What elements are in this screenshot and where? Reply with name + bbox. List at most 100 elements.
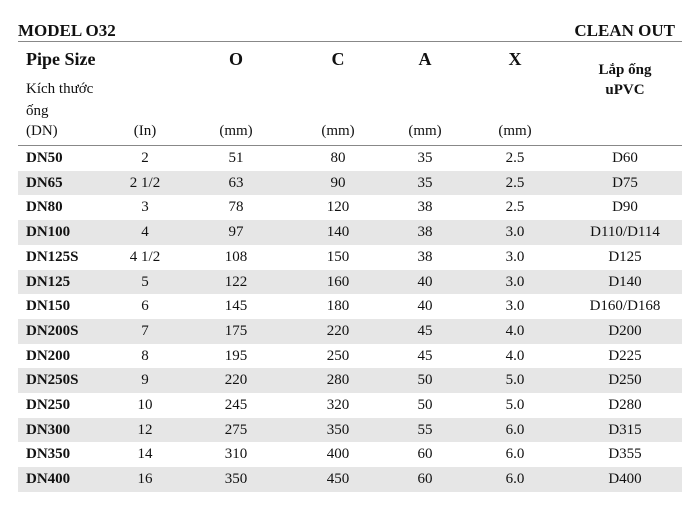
table-cell: 140 <box>326 224 350 241</box>
table-cell: D90 <box>612 199 638 216</box>
unit-label: (DN) <box>26 123 58 139</box>
table-cell: 50 <box>417 372 433 389</box>
table-row: DN200S 7 175 220 45 4.0 D200 <box>18 318 682 344</box>
table-cell: 7 <box>141 322 149 339</box>
table-cell: 16 <box>137 471 153 488</box>
table-cell: 38 <box>417 199 433 216</box>
table-row: DN250S 9 220 280 50 5.0 D250 <box>18 368 682 393</box>
table-row: DN150 6 145 180 40 3.0 D160/D168 <box>18 294 682 319</box>
table-cell: 320 <box>326 397 350 413</box>
table-cell: 3.0 <box>505 273 525 290</box>
table-cell: 108 <box>224 248 248 265</box>
table-cell: 450 <box>326 471 350 488</box>
table-cell: 4 1/2 <box>129 248 161 265</box>
row-label: DN200 <box>26 347 71 364</box>
table-cell: 6.0 <box>505 446 525 463</box>
table-cell: 280 <box>326 372 350 389</box>
table-cell: 35 <box>417 150 433 166</box>
table-cell: 38 <box>417 224 433 241</box>
table-cell: 145 <box>224 298 248 315</box>
table-cell: 122 <box>224 273 248 290</box>
table-row: DN300 12 275 350 55 6.0 D315 <box>18 417 682 443</box>
table-cell: D315 <box>608 421 642 438</box>
row-label: DN50 <box>26 150 63 166</box>
table-cell: 5.0 <box>505 372 525 389</box>
table-cell: 350 <box>224 471 248 488</box>
unit-label: (mm) <box>498 123 532 139</box>
unit-label: (mm) <box>408 123 442 139</box>
table-cell: 6.0 <box>505 421 525 438</box>
table-cell: 2.5 <box>505 199 525 216</box>
table-cell: 45 <box>417 322 433 339</box>
table-cell: 63 <box>228 174 244 191</box>
column-header: A <box>418 49 432 69</box>
table-cell: 10 <box>137 397 153 413</box>
column-header: X <box>508 49 522 69</box>
table-row: DN80 3 78 120 38 2.5 D90 <box>18 195 682 221</box>
row-label: DN125S <box>26 248 79 265</box>
table-cell: 4 <box>141 224 149 241</box>
table-cell: D75 <box>612 174 638 191</box>
row-label: DN65 <box>26 174 63 191</box>
row-label: DN80 <box>26 199 63 216</box>
table-cell: 310 <box>224 446 248 463</box>
table-row: DN50 2 51 80 35 2.5 D60 <box>18 146 682 171</box>
unit-label: (mm) <box>321 123 355 139</box>
table-cell: 60 <box>417 446 433 463</box>
product-title: CLEAN OUT <box>574 21 675 40</box>
table-cell: 78 <box>228 199 244 216</box>
model-title: MODEL O32 <box>18 21 116 40</box>
row-label: DN250 <box>26 397 71 413</box>
table-cell: 3.0 <box>505 224 525 241</box>
table-cell: 2.5 <box>505 150 525 166</box>
table-cell: D125 <box>608 248 642 265</box>
table-cell: 220 <box>326 322 350 339</box>
table-row: DN400 16 350 450 60 6.0 D400 <box>18 467 682 492</box>
row-label: DN150 <box>26 298 71 315</box>
table-cell: 160 <box>326 273 350 290</box>
table-cell: 220 <box>224 372 248 389</box>
unit-label: (In) <box>133 123 157 139</box>
table-cell: 3 <box>141 199 149 216</box>
table-cell: 195 <box>224 347 248 364</box>
table-cell: D280 <box>608 397 642 413</box>
table-cell: 51 <box>228 150 244 166</box>
table-cell: 175 <box>224 322 248 339</box>
table-cell: 120 <box>326 199 350 216</box>
table-cell: D225 <box>608 347 642 364</box>
table-cell: 45 <box>417 347 433 364</box>
table-cell: 80 <box>330 150 346 166</box>
table-cell: 180 <box>326 298 350 315</box>
table-cell: D400 <box>608 471 642 488</box>
column-header: C <box>331 49 345 69</box>
table-row: DN125S 4 1/2 108 150 38 3.0 D125 <box>18 244 682 270</box>
table-cell: 4.0 <box>505 322 525 339</box>
table-row: DN125 5 122 160 40 3.0 D140 <box>18 269 682 295</box>
table-cell: 5.0 <box>505 397 525 413</box>
unit-label: (mm) <box>219 123 253 139</box>
table-cell: D200 <box>608 322 642 339</box>
table-cell: 6 <box>141 298 149 315</box>
table-cell: 245 <box>224 397 248 413</box>
table-row: DN200 8 195 250 45 4.0 D225 <box>18 343 682 369</box>
table-cell: 14 <box>137 446 153 463</box>
table-cell: D250 <box>608 372 642 389</box>
table-cell: D60 <box>612 150 638 166</box>
table-cell: D160/D168 <box>589 298 661 315</box>
column-header: O <box>228 49 244 69</box>
table-cell: 2.5 <box>505 174 525 191</box>
table-cell: 3.0 <box>505 298 525 315</box>
table-row: DN350 14 310 400 60 6.0 D355 <box>18 442 682 468</box>
table-cell: 40 <box>417 298 433 315</box>
table-cell: 40 <box>417 273 433 290</box>
table-cell: D140 <box>608 273 642 290</box>
size-note: Kích thước ống <box>26 81 94 119</box>
table-cell: 6.0 <box>505 471 525 488</box>
row-label: DN125 <box>26 273 71 290</box>
row-label: DN200S <box>26 322 79 339</box>
table-row: DN250 10 245 320 50 5.0 D280 <box>18 393 682 418</box>
table-row: DN65 2 1/2 63 90 35 2.5 D75 <box>18 170 682 196</box>
table-cell: 38 <box>417 248 433 265</box>
row-label: DN350 <box>26 446 71 463</box>
row-label: DN400 <box>26 471 71 488</box>
